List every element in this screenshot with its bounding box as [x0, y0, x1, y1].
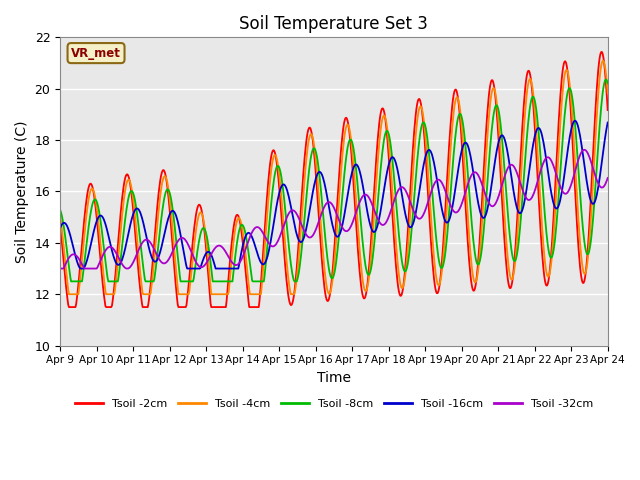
Tsoil -4cm	[299, 204, 307, 209]
Tsoil -2cm	[65, 304, 73, 310]
Tsoil -2cm	[598, 49, 605, 55]
Tsoil -4cm	[56, 212, 64, 218]
Line: Tsoil -8cm: Tsoil -8cm	[60, 80, 608, 281]
Tsoil -16cm	[77, 265, 84, 271]
Tsoil -4cm	[467, 258, 475, 264]
Tsoil -16cm	[602, 132, 609, 138]
Tsoil -2cm	[467, 278, 475, 284]
Tsoil -4cm	[380, 113, 387, 119]
Tsoil -8cm	[141, 278, 149, 284]
X-axis label: Time: Time	[317, 371, 351, 385]
Title: Soil Temperature Set 3: Soil Temperature Set 3	[239, 15, 428, 33]
Tsoil -16cm	[56, 226, 64, 231]
Y-axis label: Soil Temperature (C): Soil Temperature (C)	[15, 120, 29, 263]
Tsoil -16cm	[141, 230, 149, 236]
Tsoil -32cm	[580, 147, 588, 153]
Text: VR_met: VR_met	[71, 47, 121, 60]
Tsoil -32cm	[298, 222, 306, 228]
Tsoil -8cm	[56, 207, 64, 213]
Tsoil -4cm	[141, 291, 149, 297]
Tsoil -2cm	[446, 130, 454, 135]
Tsoil -16cm	[467, 156, 475, 162]
Tsoil -8cm	[67, 278, 75, 284]
Tsoil -4cm	[600, 58, 607, 64]
Tsoil -32cm	[601, 182, 609, 188]
Tsoil -2cm	[56, 222, 64, 228]
Tsoil -16cm	[299, 238, 307, 244]
Tsoil -32cm	[604, 175, 612, 181]
Tsoil -8cm	[446, 198, 454, 204]
Tsoil -32cm	[379, 222, 387, 228]
Legend: Tsoil -2cm, Tsoil -4cm, Tsoil -8cm, Tsoil -16cm, Tsoil -32cm: Tsoil -2cm, Tsoil -4cm, Tsoil -8cm, Tsoi…	[70, 395, 597, 413]
Tsoil -4cm	[446, 155, 454, 160]
Tsoil -8cm	[604, 81, 612, 86]
Line: Tsoil -16cm: Tsoil -16cm	[60, 120, 608, 268]
Tsoil -8cm	[601, 78, 609, 84]
Tsoil -8cm	[467, 214, 475, 219]
Line: Tsoil -2cm: Tsoil -2cm	[60, 52, 608, 307]
Tsoil -2cm	[380, 107, 387, 113]
Tsoil -2cm	[602, 74, 609, 80]
Line: Tsoil -4cm: Tsoil -4cm	[60, 61, 608, 294]
Tsoil -8cm	[380, 140, 387, 145]
Tsoil -32cm	[141, 237, 148, 243]
Tsoil -4cm	[65, 291, 73, 297]
Tsoil -2cm	[604, 107, 612, 113]
Tsoil -16cm	[571, 118, 579, 123]
Tsoil -4cm	[604, 90, 612, 96]
Tsoil -8cm	[602, 77, 610, 83]
Tsoil -8cm	[299, 238, 307, 243]
Tsoil -32cm	[467, 174, 474, 180]
Line: Tsoil -32cm: Tsoil -32cm	[60, 150, 608, 268]
Tsoil -4cm	[602, 67, 609, 73]
Tsoil -16cm	[380, 190, 387, 195]
Tsoil -32cm	[56, 265, 64, 271]
Tsoil -16cm	[446, 215, 454, 220]
Tsoil -32cm	[445, 199, 453, 205]
Tsoil -16cm	[604, 120, 612, 125]
Tsoil -2cm	[141, 304, 149, 310]
Tsoil -2cm	[299, 182, 307, 188]
